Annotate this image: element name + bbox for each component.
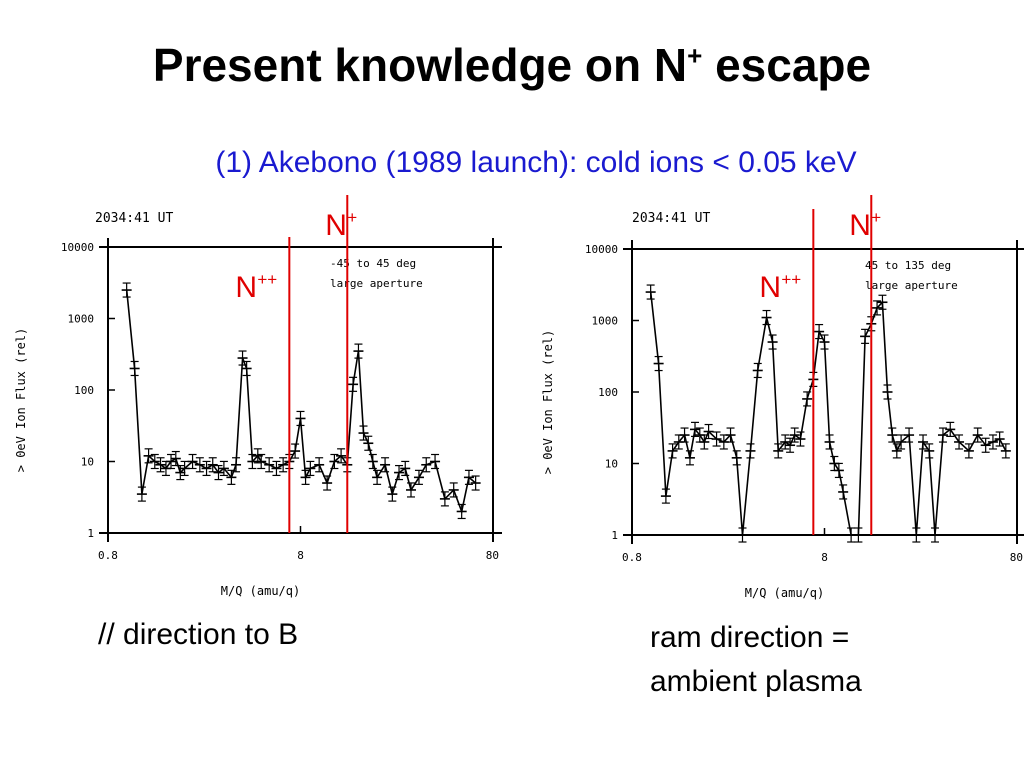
chart-annotation-line1: 45 to 135 deg (865, 259, 951, 272)
title-text: Present knowledge on N (152, 39, 688, 91)
y-tick-label: 100 (74, 384, 94, 397)
species-marker-label: N (325, 209, 347, 242)
y-tick-label: 10 (81, 456, 94, 469)
x-tick-label: 0.8 (98, 549, 118, 562)
x-tick-label: 80 (1010, 551, 1023, 564)
y-tick-label: 1000 (592, 315, 619, 328)
x-axis-label: M/Q (amu/q) (221, 584, 300, 598)
species-marker-charge: ++ (781, 270, 801, 289)
slide-title: Present knowledge on N+ escape (0, 38, 1024, 92)
species-marker-label: N (759, 271, 781, 304)
chart-header: 2034:41 UT (632, 211, 710, 226)
species-marker-label: N (849, 209, 871, 242)
chart-right: 1 10 100 1000 10000 0.8 8 80 2034:41 UT 45 to 135… (541, 195, 1024, 600)
chart-left: 1 10 100 1000 10000 0.8 8 80 2034:41 UT -45 to 45… (14, 195, 502, 598)
chart-annotation-line1: -45 to 45 deg (330, 257, 416, 270)
y-tick-label: 1 (87, 527, 94, 540)
y-tick-label: 10000 (585, 243, 618, 256)
x-tick-label: 8 (297, 549, 304, 562)
series-line (125, 289, 477, 515)
caption-right: ram direction = ambient plasma (650, 616, 862, 704)
chart-annotation-line2: large aperture (865, 279, 958, 292)
y-tick-label: 10 (605, 458, 618, 471)
title-text-end: escape (702, 39, 872, 91)
y-axis-label: > 0eV Ion Flux (rel) (14, 328, 28, 473)
chart-annotation-line2: large aperture (330, 277, 423, 290)
x-tick-label: 0.8 (622, 551, 642, 564)
y-tick-label: 1 (611, 529, 618, 542)
slide-subtitle: (1) Akebono (1989 launch): cold ions < 0… (215, 146, 857, 179)
x-tick-label: 8 (821, 551, 828, 564)
species-marker-charge: ++ (257, 270, 277, 289)
species-marker-charge: + (347, 208, 357, 227)
x-tick-label: 80 (486, 549, 499, 562)
y-tick-label: 10000 (61, 241, 94, 254)
chart-header: 2034:41 UT (95, 211, 173, 226)
y-axis-label: > 0eV Ion Flux (rel) (541, 330, 555, 475)
caption-left: // direction to B (98, 618, 299, 651)
caption-right-line1: ram direction = (650, 621, 850, 654)
y-tick-label: 1000 (68, 313, 95, 326)
caption-right-line2: ambient plasma (650, 665, 862, 698)
species-marker-charge: + (871, 208, 881, 227)
series-line (649, 291, 1007, 536)
plot-frame (107, 246, 494, 534)
title-superscript: + (687, 40, 703, 71)
plot-frame (631, 248, 1018, 536)
x-axis-label: M/Q (amu/q) (745, 586, 824, 600)
species-marker-label: N (235, 271, 257, 304)
y-tick-label: 100 (598, 386, 618, 399)
